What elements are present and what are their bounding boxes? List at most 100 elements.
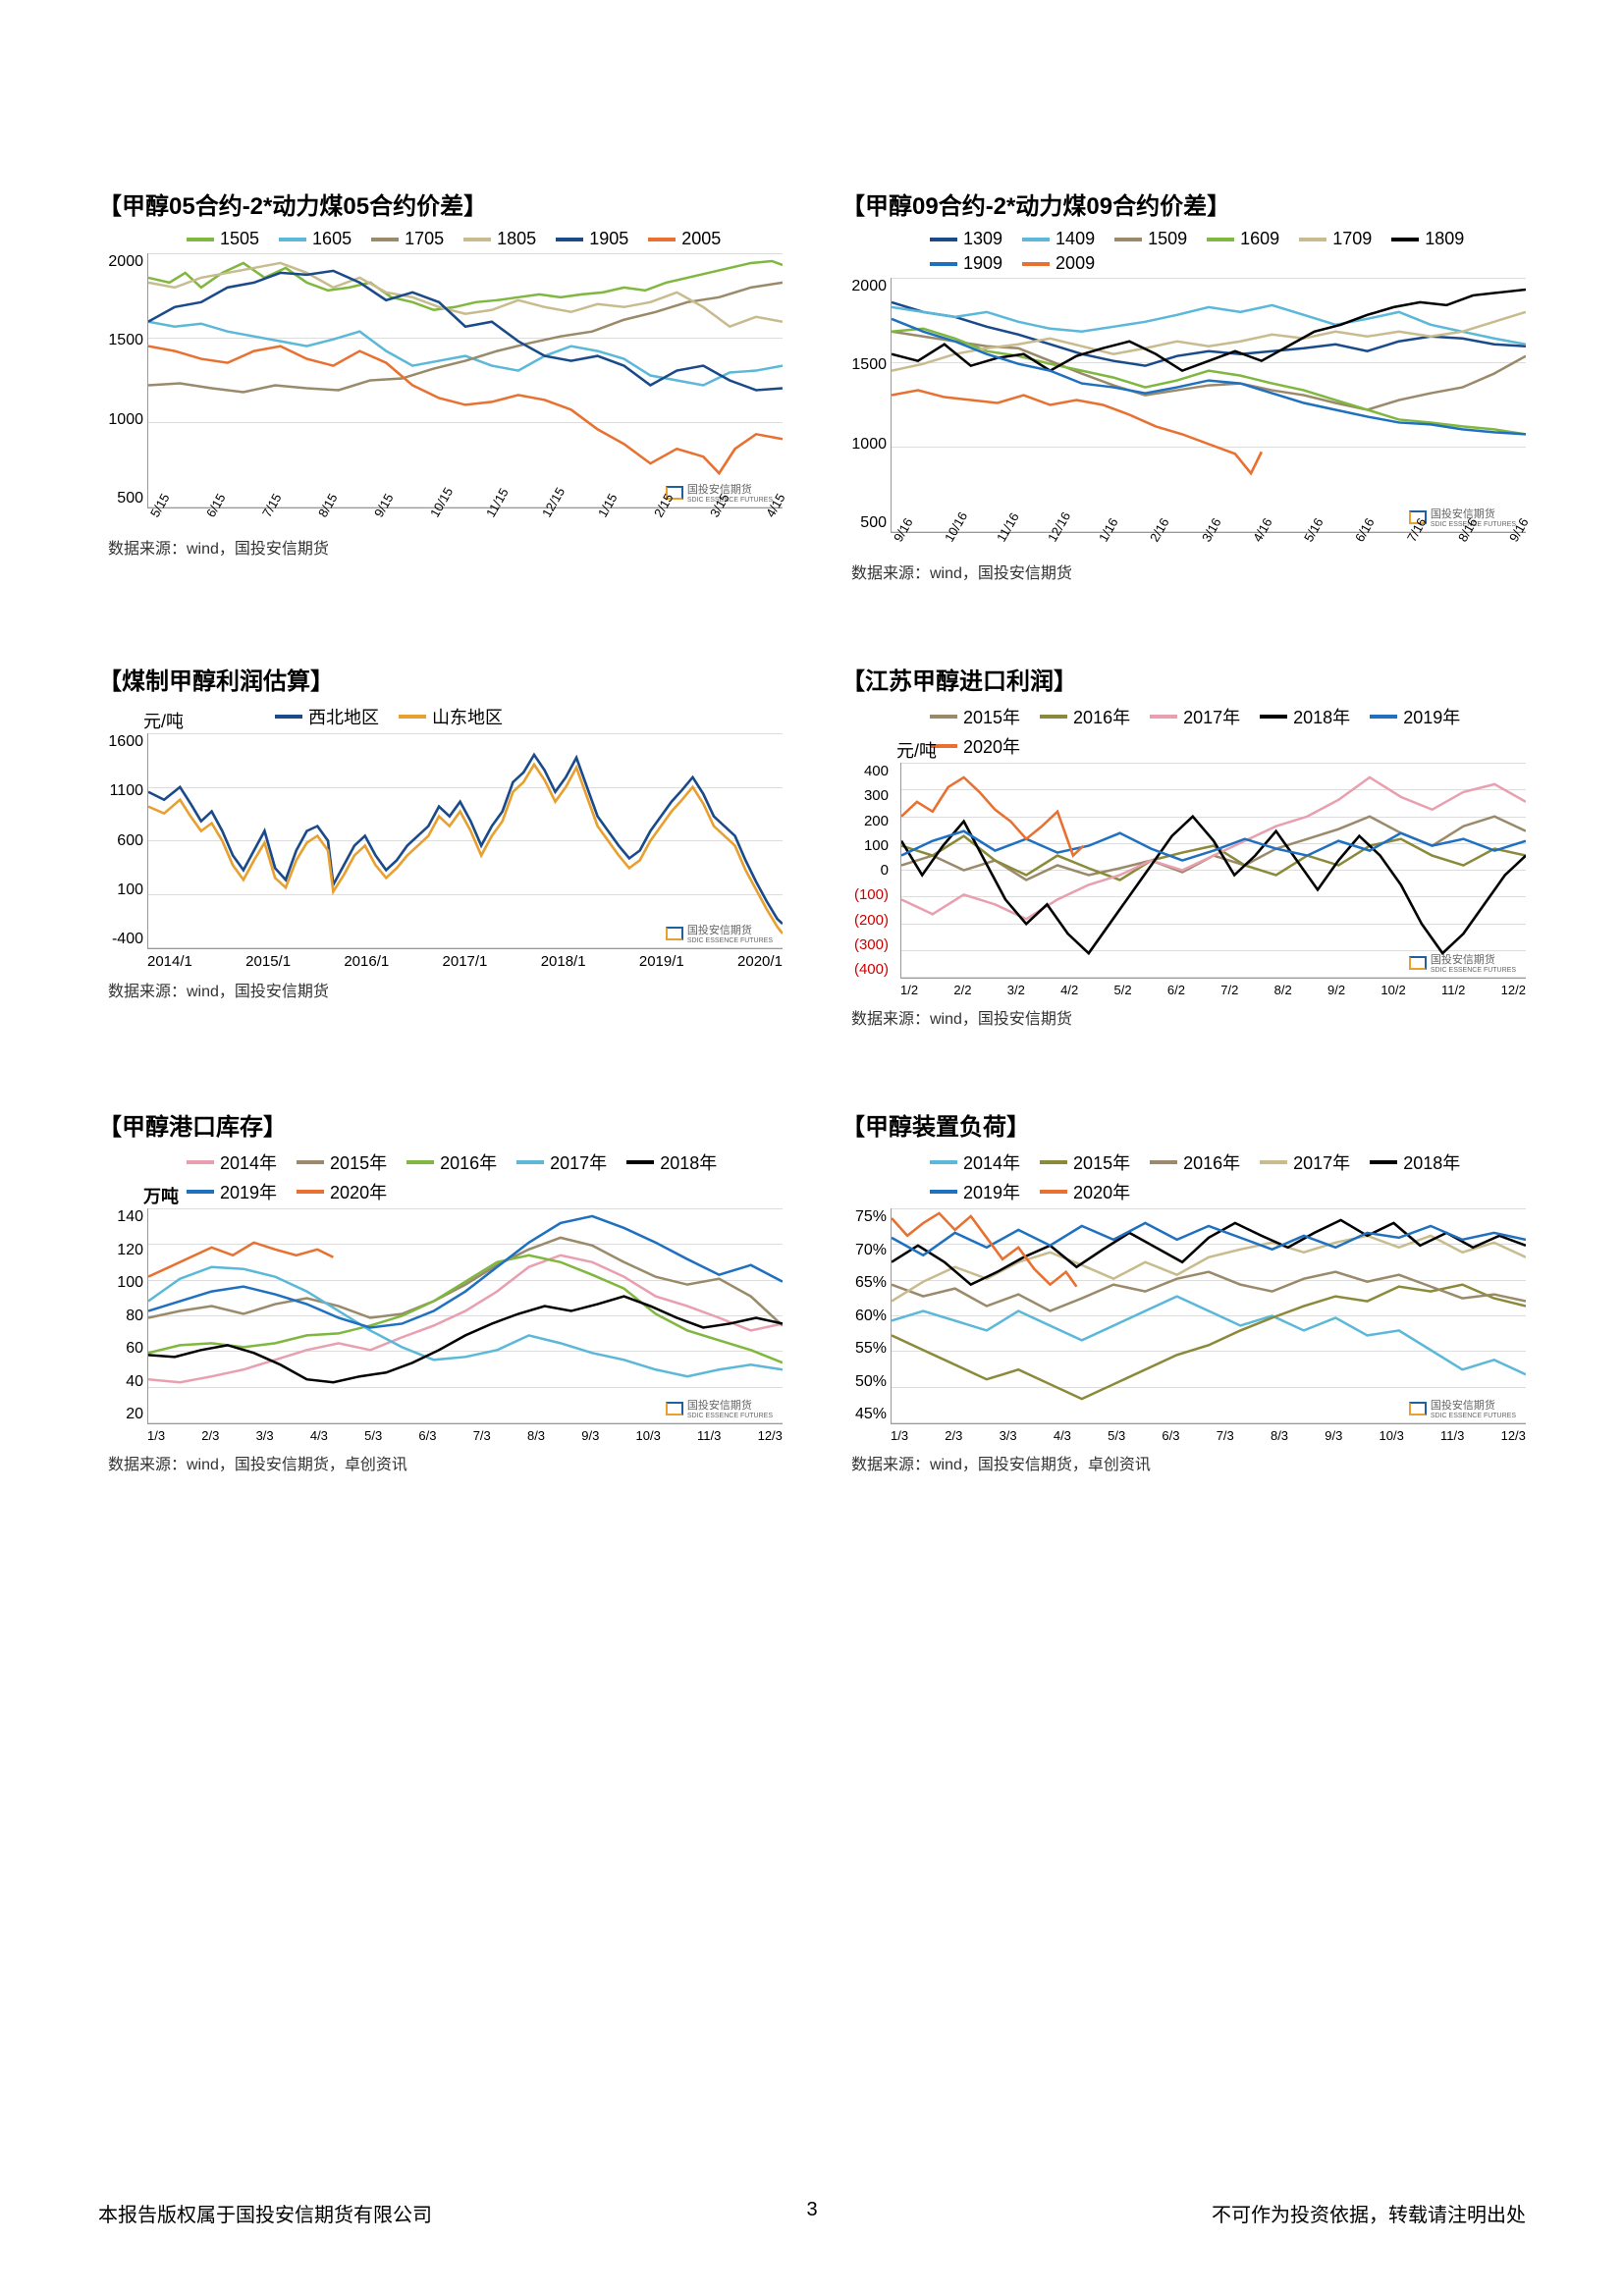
legend-label: 1505 — [220, 229, 259, 249]
legend-label: 1709 — [1332, 229, 1372, 249]
series-line — [148, 755, 783, 924]
lines — [148, 733, 783, 948]
legend-swatch — [1260, 1160, 1287, 1164]
xtick: 3/3 — [256, 1428, 274, 1443]
legend-item: 1905 — [556, 229, 628, 249]
ytick: 500 — [99, 490, 143, 507]
legend-item: 1705 — [371, 229, 444, 249]
legend-swatch — [1207, 238, 1234, 241]
y-unit: 元/吨 — [143, 708, 184, 733]
legend-item: 2015年 — [297, 1149, 387, 1175]
series-line — [892, 391, 1262, 474]
legend-item: 2018年 — [1260, 704, 1350, 729]
chart-4: 【江苏甲醇进口利润】 2015年2016年2017年2018年2019年2020… — [841, 662, 1526, 1029]
ytick: 75% — [842, 1208, 887, 1226]
legend-swatch — [187, 1190, 214, 1194]
xtick: 2020/1 — [737, 953, 783, 970]
legend-label: 1905 — [589, 229, 628, 249]
xtick: 2018/1 — [541, 953, 586, 970]
chart-1: 【甲醇05合约-2*动力煤05合约价差】 1505160517051805190… — [98, 187, 783, 583]
legend-swatch — [279, 238, 306, 241]
series-line — [148, 322, 783, 386]
xtick: 4/3 — [1054, 1428, 1071, 1443]
legend-label: 1409 — [1056, 229, 1095, 249]
legend-item: 2020年 — [930, 733, 1020, 759]
source: 数据来源：wind，国投安信期货，卓创资讯 — [851, 1451, 1526, 1474]
xtick: 7/3 — [473, 1428, 491, 1443]
ytick: 500 — [842, 514, 887, 532]
xtick: 9/3 — [1325, 1428, 1342, 1443]
xtick: 3/3 — [1000, 1428, 1017, 1443]
plot-area: 200015001000500 国投安信期货SDIC ESSENCE FUTUR… — [147, 253, 783, 508]
xtick: 4/3 — [310, 1428, 328, 1443]
xtick: 2015/1 — [245, 953, 291, 970]
legend-label: 2017年 — [550, 1149, 607, 1175]
xtick: 5/3 — [1108, 1428, 1125, 1443]
series-line — [901, 777, 1526, 919]
xtick: 2016/1 — [344, 953, 389, 970]
y-axis: 4003002001000(100)(200)(300)(400) — [844, 763, 889, 978]
source: 数据来源：wind，国投安信期货 — [851, 1005, 1526, 1029]
ytick: 140 — [99, 1208, 143, 1226]
legend-item: 2018年 — [1370, 1149, 1460, 1175]
legend-label: 2020年 — [963, 733, 1020, 759]
legend-item: 1609 — [1207, 229, 1279, 249]
legend: 13091409150916091709180919092009 — [841, 229, 1526, 274]
xtick: 2/2 — [953, 983, 971, 997]
source: 数据来源：wind，国投安信期货 — [851, 560, 1526, 583]
legend-item: 2015年 — [1040, 1149, 1130, 1175]
series-line — [901, 817, 1526, 881]
ytick: 2000 — [99, 253, 143, 271]
legend-item: 2009 — [1022, 253, 1095, 274]
ytick: 40 — [99, 1373, 143, 1391]
chart-title: 【甲醇09合约-2*动力煤09合约价差】 — [841, 187, 1526, 221]
legend-label: 1609 — [1240, 229, 1279, 249]
legend-label: 2018年 — [1293, 704, 1350, 729]
legend-item: 2017年 — [1260, 1149, 1350, 1175]
legend-label: 2017年 — [1293, 1149, 1350, 1175]
legend-swatch — [275, 715, 302, 719]
ytick: 300 — [844, 787, 889, 804]
chart-title: 【煤制甲醇利润估算】 — [98, 662, 783, 696]
ytick: (100) — [844, 886, 889, 903]
legend-label: 2014年 — [220, 1149, 277, 1175]
xtick: 2/3 — [201, 1428, 219, 1443]
footer-right: 不可作为投资依据，转载请注明出处 — [1212, 2199, 1526, 2227]
ytick: 65% — [842, 1274, 887, 1292]
ytick: 70% — [842, 1242, 887, 1259]
legend-item: 2016年 — [406, 1149, 497, 1175]
plot-area: 元/吨 4003002001000(100)(200)(300)(400) 国投… — [900, 763, 1526, 979]
legend-label: 2016年 — [440, 1149, 497, 1175]
xtick: 8/2 — [1274, 983, 1292, 997]
legend-label: 2019年 — [1403, 704, 1460, 729]
xtick: 10/2 — [1380, 983, 1405, 997]
legend-item: 1709 — [1299, 229, 1372, 249]
ytick: (300) — [844, 936, 889, 953]
legend-label: 2017年 — [1183, 704, 1240, 729]
ytick: 100 — [99, 881, 143, 899]
legend-item: 1809 — [1391, 229, 1464, 249]
legend-swatch — [626, 1160, 654, 1164]
xtick: 5/2 — [1114, 983, 1132, 997]
x-axis: 1/32/33/34/35/36/37/38/39/310/311/312/3 — [147, 1428, 783, 1443]
legend-item: 2015年 — [930, 704, 1020, 729]
legend-swatch — [930, 715, 957, 719]
xtick: 2014/1 — [147, 953, 192, 970]
series-line — [892, 1220, 1526, 1285]
legend-swatch — [1150, 715, 1177, 719]
legend-label: 2015年 — [1073, 1149, 1130, 1175]
page-footer: 本报告版权属于国投安信期货有限公司 3 不可作为投资依据，转载请注明出处 — [0, 2199, 1624, 2227]
legend-item: 2016年 — [1150, 1149, 1240, 1175]
ytick: 1500 — [842, 356, 887, 374]
legend-swatch — [556, 238, 583, 241]
legend-item: 西北地区 — [275, 704, 379, 729]
xtick: 1/2 — [900, 983, 918, 997]
legend-swatch — [463, 238, 491, 241]
lines — [148, 1208, 783, 1423]
ytick: 20 — [99, 1406, 143, 1423]
brand-logo: 国投安信期货SDIC ESSENCE FUTURES — [666, 922, 773, 944]
source: 数据来源：wind，国投安信期货 — [108, 535, 783, 559]
legend-swatch — [1260, 715, 1287, 719]
xtick: 2019/1 — [639, 953, 684, 970]
xtick: 12/3 — [758, 1428, 783, 1443]
